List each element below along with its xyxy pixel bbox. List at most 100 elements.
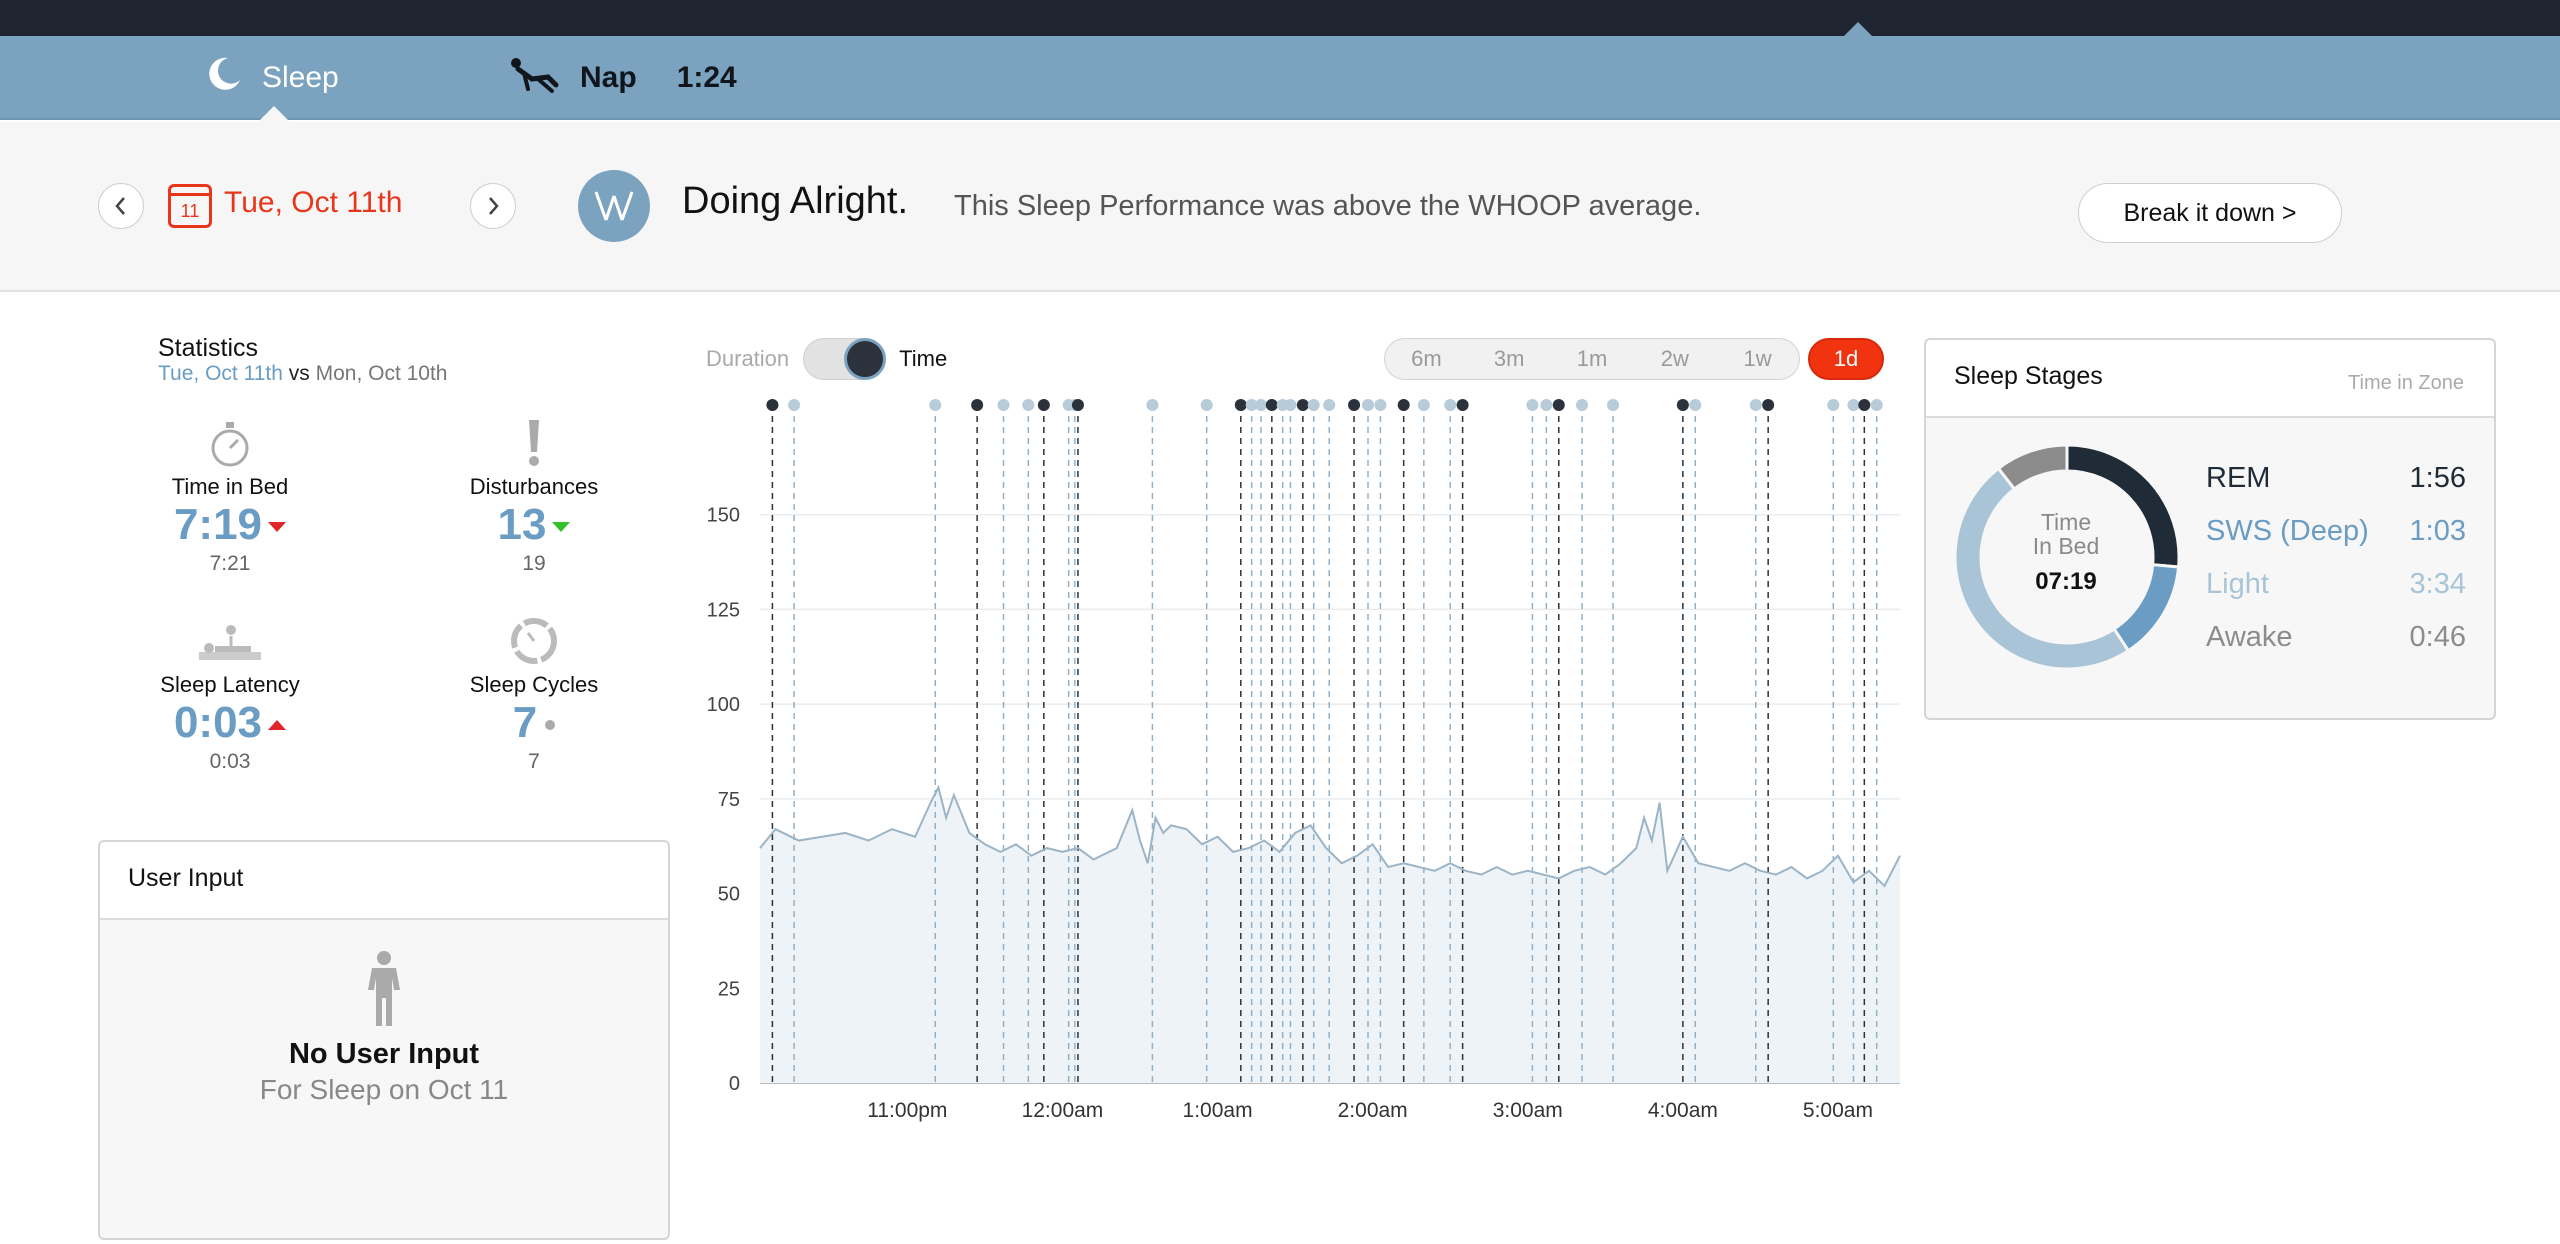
stage-marker-dot: [1827, 399, 1840, 411]
stage-marker-dot: [1607, 399, 1620, 411]
cycle-icon: [424, 612, 644, 666]
heart-rate-chart: 0 25 50 75 100 125 150 11:00pm 12:00am 1:00am 2:00…: [707, 399, 1901, 1122]
sleep-stages-title: Sleep Stages: [1954, 362, 2103, 390]
stage-marker-dot: [1362, 399, 1374, 411]
statistics-compare: Tue, Oct 11th vs Mon, Oct 10th: [158, 362, 448, 386]
current-date[interactable]: Tue, Oct 11th: [224, 186, 403, 219]
no-input-subtitle: For Sleep on Oct 11: [259, 1074, 509, 1105]
stage-marker-dot: [788, 399, 801, 411]
y-tick-label: 75: [718, 789, 740, 811]
stage-marker-dot: [1071, 399, 1084, 411]
donut-label-line1: Time: [2040, 509, 2092, 535]
stat-previous: 7:21: [209, 552, 251, 575]
stage-marker-dot: [1200, 399, 1213, 411]
range-1m-button[interactable]: 1m: [1576, 346, 1608, 371]
y-tick-label: 150: [707, 505, 740, 527]
stage-value: 1:03: [2409, 515, 2466, 547]
chevron-right-icon: [489, 197, 499, 215]
stat-time-in-bed: Time in Bed 7:19 7:21: [120, 414, 340, 576]
person-icon: [362, 950, 406, 1033]
stage-marker-dot: [1323, 399, 1336, 411]
compare-date: Mon, Oct 10th: [315, 362, 448, 385]
stage-marker-dot: [1245, 399, 1258, 411]
stage-marker-dot: [1762, 399, 1775, 411]
stat-value: 0:03: [120, 698, 340, 748]
y-tick-label: 50: [718, 884, 740, 906]
vs-label: vs: [288, 362, 310, 385]
stage-marker-dot: [1022, 399, 1035, 411]
x-tick-label: 12:00am: [1022, 1099, 1104, 1122]
stage-marker-dot: [1284, 399, 1297, 411]
x-tick-label: 5:00am: [1803, 1099, 1873, 1122]
range-6m-button[interactable]: 6m: [1411, 346, 1442, 371]
stage-marker-dot: [1847, 399, 1860, 411]
stage-value: 0:46: [2409, 621, 2466, 653]
tab-nap-label: Nap: [580, 61, 637, 94]
break-it-down-button[interactable]: Break it down >: [2078, 183, 2342, 243]
stat-label: Disturbances: [469, 474, 599, 499]
stage-name: SWS (Deep): [2206, 515, 2369, 547]
current-date-link: Tue, Oct 11th: [158, 362, 283, 385]
series-line: [759, 784, 1901, 888]
stage-name: Awake: [2206, 621, 2293, 653]
range-3m-button[interactable]: 3m: [1493, 346, 1525, 371]
duration-label[interactable]: Duration: [706, 346, 790, 371]
stat-label: Sleep Latency: [160, 672, 300, 697]
duration-time-toggle-row: Duration Time: [706, 338, 947, 380]
stage-marker-dot: [1576, 399, 1589, 411]
stage-marker-dot: [1417, 399, 1430, 411]
lying-person-icon: [120, 612, 340, 666]
previous-day-button[interactable]: [98, 183, 144, 229]
sleep-stages-panel: Sleep Stages Time in Zone Time In Bed 07…: [1924, 338, 2496, 720]
trend-neutral-icon: [545, 720, 556, 731]
stage-marker-dot: [1870, 399, 1883, 411]
stat-value-text: 7:19: [173, 500, 263, 549]
top-bar-notch: [1844, 22, 1872, 36]
range-1d-button[interactable]: 1d: [1808, 338, 1884, 380]
chevron-left-icon: [115, 197, 125, 215]
statistics-title: Statistics: [158, 334, 259, 362]
stage-marker-dot: [1526, 399, 1539, 411]
stat-value-text: 7: [512, 698, 538, 747]
stat-value: 13: [424, 500, 644, 550]
time-in-zone-label[interactable]: Time in Zone: [2348, 372, 2464, 394]
stat-value: 7:19: [120, 500, 340, 550]
trend-down-icon: [268, 522, 287, 533]
no-input-title: No User Input: [288, 1038, 480, 1070]
stage-marker-dot: [1689, 399, 1702, 411]
stage-marker-dot: [1348, 399, 1361, 411]
performance-description: This Sleep Performance was above the WHO…: [954, 190, 1702, 222]
trend-up-icon: [268, 720, 287, 731]
range-1w-button[interactable]: 1w: [1743, 346, 1772, 371]
stage-marker-dot: [1374, 399, 1387, 411]
whoop-logo-icon: [578, 170, 650, 242]
stage-marker-dot: [1234, 399, 1247, 411]
stage-marker-dot: [1265, 399, 1278, 411]
y-tick-label: 25: [718, 978, 740, 1000]
duration-time-toggle[interactable]: [803, 338, 887, 380]
time-label[interactable]: Time: [899, 346, 948, 371]
stage-marker-dot: [1254, 399, 1267, 411]
stopwatch-icon: [120, 414, 340, 468]
stat-previous: 0:03: [209, 750, 251, 773]
tab-sleep[interactable]: Sleep: [204, 36, 339, 120]
stage-marker-dot: [1296, 399, 1309, 411]
stage-value: 1:56: [2409, 462, 2466, 494]
calendar-icon[interactable]: 11: [168, 184, 212, 228]
stage-row-light: Light 3:34: [2206, 568, 2466, 601]
y-tick-label: 0: [729, 1073, 740, 1095]
user-input-title: User Input: [100, 842, 668, 920]
x-tick-label: 1:00am: [1183, 1099, 1253, 1122]
tab-nap[interactable]: Nap 1:24: [508, 36, 737, 120]
next-day-button[interactable]: [470, 183, 516, 229]
x-tick-label: 4:00am: [1648, 1099, 1718, 1122]
donut-label-line2: In Bed: [2032, 533, 2100, 559]
performance-headline: Doing Alright.: [682, 180, 909, 222]
stage-marker-dot: [1540, 399, 1553, 411]
stat-previous: 7: [528, 750, 540, 773]
tab-sleep-label: Sleep: [262, 61, 339, 94]
stage-marker-dot: [1307, 399, 1320, 411]
range-2w-button[interactable]: 2w: [1660, 346, 1689, 371]
x-tick-label: 11:00pm: [867, 1099, 947, 1122]
stage-row-rem: REM 1:56: [2206, 462, 2466, 495]
